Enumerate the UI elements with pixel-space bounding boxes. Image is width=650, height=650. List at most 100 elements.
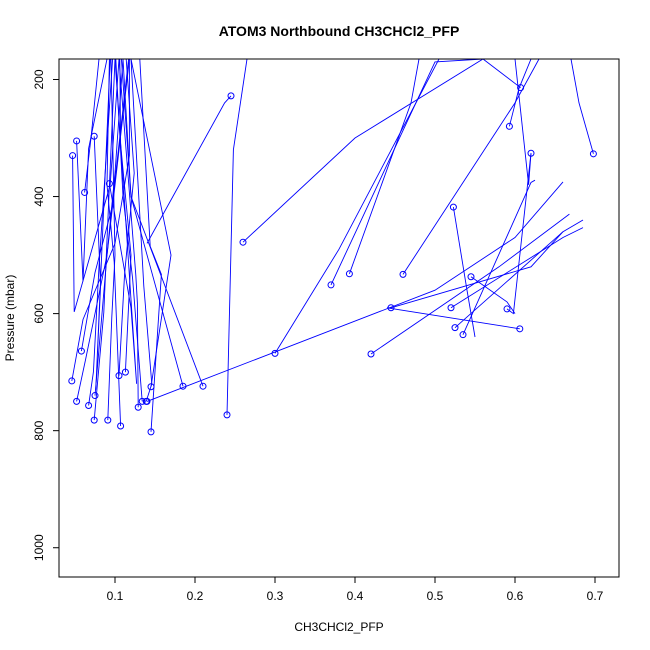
data-point <box>69 152 77 160</box>
profile <box>482 59 525 92</box>
profile <box>451 219 584 332</box>
series-line <box>130 59 172 387</box>
data-point <box>505 122 513 130</box>
x-tick-label: 0.7 <box>587 589 604 603</box>
profile <box>467 273 516 314</box>
series-line <box>348 59 420 274</box>
profile <box>570 59 597 158</box>
data-point <box>147 428 155 436</box>
profile <box>146 92 235 244</box>
data-point <box>138 397 146 405</box>
data-point <box>589 150 597 158</box>
profile <box>503 153 532 315</box>
profile <box>122 59 207 390</box>
profile <box>514 59 535 185</box>
x-tick-label: 0.6 <box>507 589 524 603</box>
profile <box>447 227 584 312</box>
data-point <box>449 203 457 211</box>
series-line <box>118 59 139 408</box>
series-line <box>330 59 484 286</box>
series-line <box>274 59 440 354</box>
data-point <box>199 382 207 390</box>
y-tick-label: 1000 <box>32 534 46 561</box>
data-point <box>91 392 99 400</box>
profile <box>130 59 172 391</box>
data-point <box>399 270 407 278</box>
profile <box>104 59 116 424</box>
data-point <box>73 137 81 145</box>
profile <box>69 59 120 313</box>
data-point <box>503 305 511 313</box>
series-line <box>226 59 248 415</box>
data-point <box>117 422 125 430</box>
data-point <box>451 324 459 332</box>
data-point <box>115 372 123 380</box>
data-point <box>345 270 353 278</box>
data-point <box>85 402 93 410</box>
data-point <box>90 416 98 424</box>
profile <box>106 59 125 430</box>
profile <box>119 59 132 376</box>
series-line <box>130 59 153 402</box>
profile <box>505 59 532 130</box>
profile <box>449 203 476 338</box>
series-line <box>482 59 521 89</box>
series-line <box>506 153 532 315</box>
data-point <box>223 411 231 419</box>
data-point <box>459 331 467 339</box>
data-point <box>81 188 89 196</box>
data-point <box>143 397 151 405</box>
series-line <box>242 59 484 243</box>
data-point <box>327 281 335 289</box>
series-line <box>514 59 532 185</box>
chart-title: ATOM3 Northbound CH3CHCl2_PFP <box>219 23 460 39</box>
y-axis: 200 400 600 800 1000 <box>32 69 59 561</box>
series-line <box>76 59 108 282</box>
plot-frame <box>58 58 620 578</box>
x-tick-label: 0.3 <box>267 589 284 603</box>
profile <box>223 59 248 419</box>
x-tick-label: 0.5 <box>427 589 444 603</box>
x-tick-label: 0.4 <box>347 589 364 603</box>
data-point <box>134 403 142 411</box>
data-point <box>527 149 535 157</box>
profile <box>143 181 564 405</box>
series-line <box>93 59 111 390</box>
series-line <box>93 59 116 421</box>
series-line <box>122 59 204 387</box>
series-line <box>72 59 120 313</box>
y-tick-label: 200 <box>32 69 46 89</box>
series-line <box>106 59 122 427</box>
profile <box>345 59 420 278</box>
data-point <box>105 180 113 188</box>
profile <box>90 59 111 390</box>
profile <box>73 59 130 405</box>
profile <box>367 213 570 358</box>
profile <box>73 59 108 282</box>
series-line <box>508 59 532 127</box>
series-line <box>570 59 594 154</box>
y-tick-label: 800 <box>32 420 46 440</box>
data-point <box>517 84 525 92</box>
series-line <box>370 213 570 355</box>
profile <box>459 179 536 339</box>
data-point <box>90 132 98 140</box>
data-point <box>367 350 375 358</box>
series-line <box>115 59 143 402</box>
series-line <box>146 181 564 402</box>
y-tick-label: 400 <box>32 186 46 206</box>
data-point <box>121 368 129 376</box>
y-axis-label: Pressure (mbar) <box>3 275 17 362</box>
data-point <box>147 383 155 391</box>
series-line <box>107 59 116 421</box>
x-axis: 0.1 0.2 0.3 0.4 0.5 0.6 0.7 <box>107 577 604 603</box>
x-tick-label: 0.1 <box>107 589 124 603</box>
data-point <box>467 273 475 281</box>
profile <box>90 59 116 424</box>
series-layer <box>68 59 597 436</box>
x-tick-label: 0.2 <box>187 589 204 603</box>
data-point <box>68 377 76 385</box>
series-line <box>118 59 135 376</box>
profile <box>118 59 142 411</box>
data-point <box>77 347 85 355</box>
